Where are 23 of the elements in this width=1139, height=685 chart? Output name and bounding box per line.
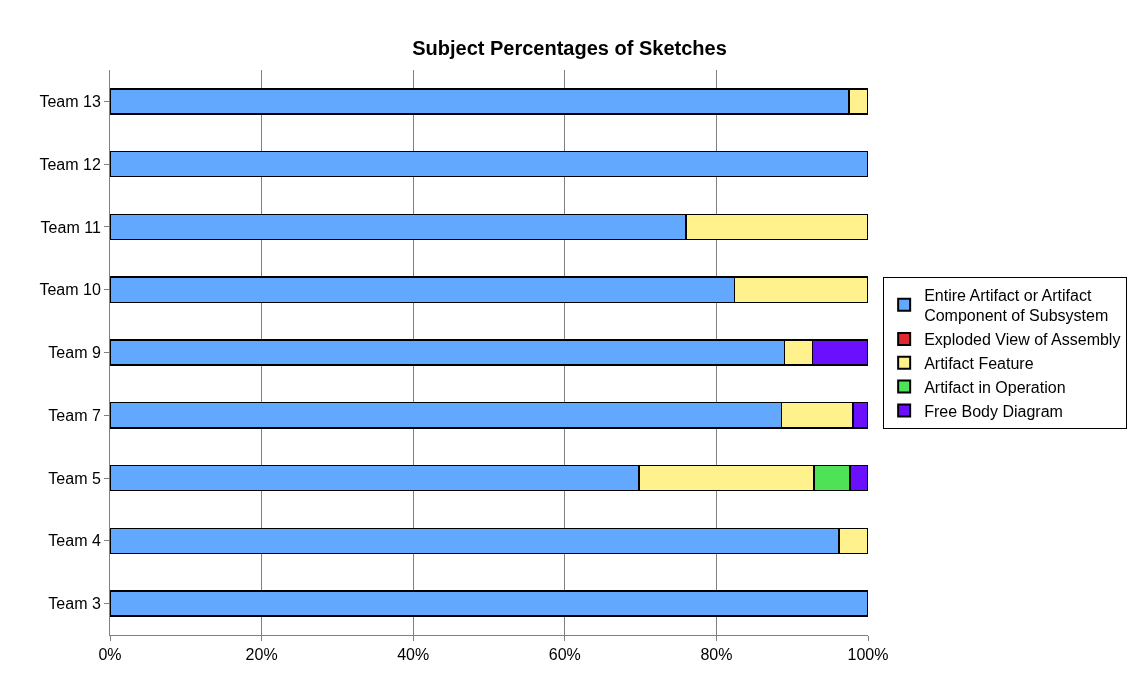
x-tick-label: 60% [548, 646, 581, 664]
y-tick-label: Team 13 [39, 92, 101, 110]
y-tick-label: Team 4 [48, 532, 101, 550]
bar [110, 590, 868, 617]
bar [110, 150, 868, 178]
x-tick-label: 40% [397, 646, 430, 664]
legend-label: Artifact in Operation [924, 378, 1066, 396]
y-tick-label: Team 7 [48, 406, 101, 424]
y-tick-label: Team 11 [40, 218, 101, 236]
x-tick-label: 100% [847, 646, 889, 664]
x-tick-label: 20% [245, 646, 278, 664]
legend-label: Exploded View of Assembly [924, 331, 1121, 349]
chart-title: Subject Percentages of Sketches [412, 37, 727, 60]
y-tick-label: Team 3 [48, 595, 101, 613]
x-tick-label: 0% [98, 646, 122, 664]
x-tick-label: 80% [700, 646, 733, 664]
y-tick-label: Team 5 [48, 469, 101, 487]
y-tick-label: Team 9 [48, 344, 101, 362]
y-tick-label: Team 10 [39, 281, 101, 299]
legend-label: Artifact Feature [924, 355, 1034, 373]
legend-label: Entire Artifact or Artifact Component of Subsystem [924, 286, 1109, 325]
y-tick-label: Team 12 [39, 155, 101, 173]
legend-label: Free Body Diagram [924, 402, 1063, 420]
